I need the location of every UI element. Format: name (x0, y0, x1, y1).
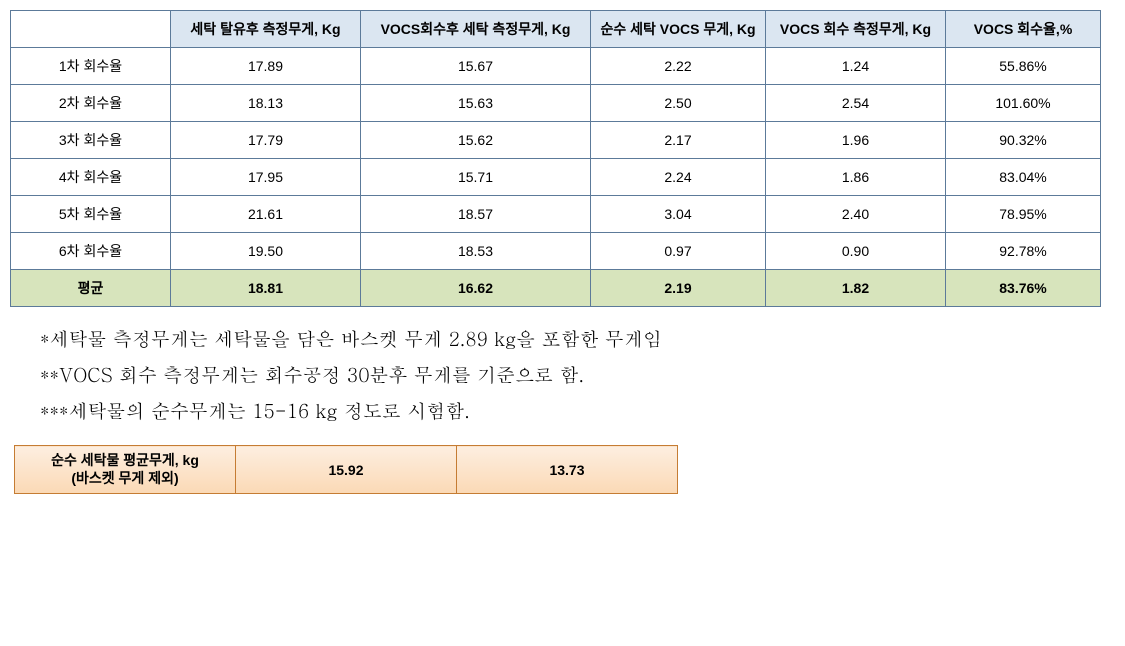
avg-value: 2.19 (591, 270, 766, 307)
cell-value: 92.78% (946, 233, 1101, 270)
cell-value: 2.54 (766, 85, 946, 122)
cell-value: 18.57 (361, 196, 591, 233)
cell-value: 17.89 (171, 48, 361, 85)
col-header-blank (11, 11, 171, 48)
net-laundry-avg-table: 순수 세탁물 평균무게, kg (바스켓 무게 제외) 15.92 13.73 (14, 445, 678, 494)
table-row: 1차 회수율 17.89 15.67 2.22 1.24 55.86% (11, 48, 1101, 85)
table-row: 순수 세탁물 평균무게, kg (바스켓 무게 제외) 15.92 13.73 (15, 446, 678, 494)
net-laundry-avg-value-2: 13.73 (457, 446, 678, 494)
cell-value: 101.60% (946, 85, 1101, 122)
avg-value: 83.76% (946, 270, 1101, 307)
net-laundry-avg-value-1: 15.92 (236, 446, 457, 494)
table-header-row: 세탁 탈유후 측정무게, Kg VOCS회수후 세탁 측정무게, Kg 순수 세… (11, 11, 1101, 48)
cell-value: 0.97 (591, 233, 766, 270)
cell-value: 90.32% (946, 122, 1101, 159)
table-row: 3차 회수율 17.79 15.62 2.17 1.96 90.32% (11, 122, 1101, 159)
cell-value: 15.67 (361, 48, 591, 85)
row-label: 6차 회수율 (11, 233, 171, 270)
col-header-wash-after-dehydration: 세탁 탈유후 측정무게, Kg (171, 11, 361, 48)
row-label: 4차 회수율 (11, 159, 171, 196)
cell-value: 1.96 (766, 122, 946, 159)
cell-value: 2.40 (766, 196, 946, 233)
net-laundry-avg-header-line1: 순수 세탁물 평균무게, kg (51, 452, 199, 468)
cell-value: 83.04% (946, 159, 1101, 196)
col-header-vocs-recovery-rate: VOCS 회수율,% (946, 11, 1101, 48)
footnote-1: *세탁물 측정무게는 세탁물을 담은 바스켓 무게 2.89 kg을 포함한 무… (40, 321, 1115, 357)
avg-label: 평균 (11, 270, 171, 307)
cell-value: 2.22 (591, 48, 766, 85)
cell-value: 19.50 (171, 233, 361, 270)
footnotes: *세탁물 측정무게는 세탁물을 담은 바스켓 무게 2.89 kg을 포함한 무… (40, 321, 1115, 429)
avg-value: 16.62 (361, 270, 591, 307)
table-row: 2차 회수율 18.13 15.63 2.50 2.54 101.60% (11, 85, 1101, 122)
table-row: 5차 회수율 21.61 18.57 3.04 2.40 78.95% (11, 196, 1101, 233)
cell-value: 18.13 (171, 85, 361, 122)
vocs-recovery-table: 세탁 탈유후 측정무게, Kg VOCS회수후 세탁 측정무게, Kg 순수 세… (10, 10, 1101, 307)
col-header-vocs-recovered-weight: VOCS 회수 측정무게, Kg (766, 11, 946, 48)
cell-value: 1.86 (766, 159, 946, 196)
avg-value: 18.81 (171, 270, 361, 307)
net-laundry-avg-header: 순수 세탁물 평균무게, kg (바스켓 무게 제외) (15, 446, 236, 494)
cell-value: 17.95 (171, 159, 361, 196)
table-average-row: 평균 18.81 16.62 2.19 1.82 83.76% (11, 270, 1101, 307)
cell-value: 0.90 (766, 233, 946, 270)
footnote-3: ***세탁물의 순수무게는 15-16 kg 정도로 시험함. (40, 393, 1115, 429)
avg-value: 1.82 (766, 270, 946, 307)
net-laundry-avg-header-line2: (바스켓 무게 제외) (71, 470, 178, 486)
col-header-net-vocs-weight: 순수 세탁 VOCS 무게, Kg (591, 11, 766, 48)
cell-value: 2.17 (591, 122, 766, 159)
row-label: 3차 회수율 (11, 122, 171, 159)
cell-value: 55.86% (946, 48, 1101, 85)
table-row: 4차 회수율 17.95 15.71 2.24 1.86 83.04% (11, 159, 1101, 196)
row-label: 1차 회수율 (11, 48, 171, 85)
cell-value: 17.79 (171, 122, 361, 159)
footnote-2: **VOCS 회수 측정무게는 회수공정 30분후 무게를 기준으로 함. (40, 357, 1115, 393)
row-label: 2차 회수율 (11, 85, 171, 122)
cell-value: 1.24 (766, 48, 946, 85)
cell-value: 2.24 (591, 159, 766, 196)
cell-value: 78.95% (946, 196, 1101, 233)
row-label: 5차 회수율 (11, 196, 171, 233)
cell-value: 15.62 (361, 122, 591, 159)
cell-value: 21.61 (171, 196, 361, 233)
cell-value: 18.53 (361, 233, 591, 270)
table-row: 6차 회수율 19.50 18.53 0.97 0.90 92.78% (11, 233, 1101, 270)
cell-value: 15.63 (361, 85, 591, 122)
cell-value: 2.50 (591, 85, 766, 122)
cell-value: 15.71 (361, 159, 591, 196)
cell-value: 3.04 (591, 196, 766, 233)
col-header-wash-after-vocs-recovery: VOCS회수후 세탁 측정무게, Kg (361, 11, 591, 48)
